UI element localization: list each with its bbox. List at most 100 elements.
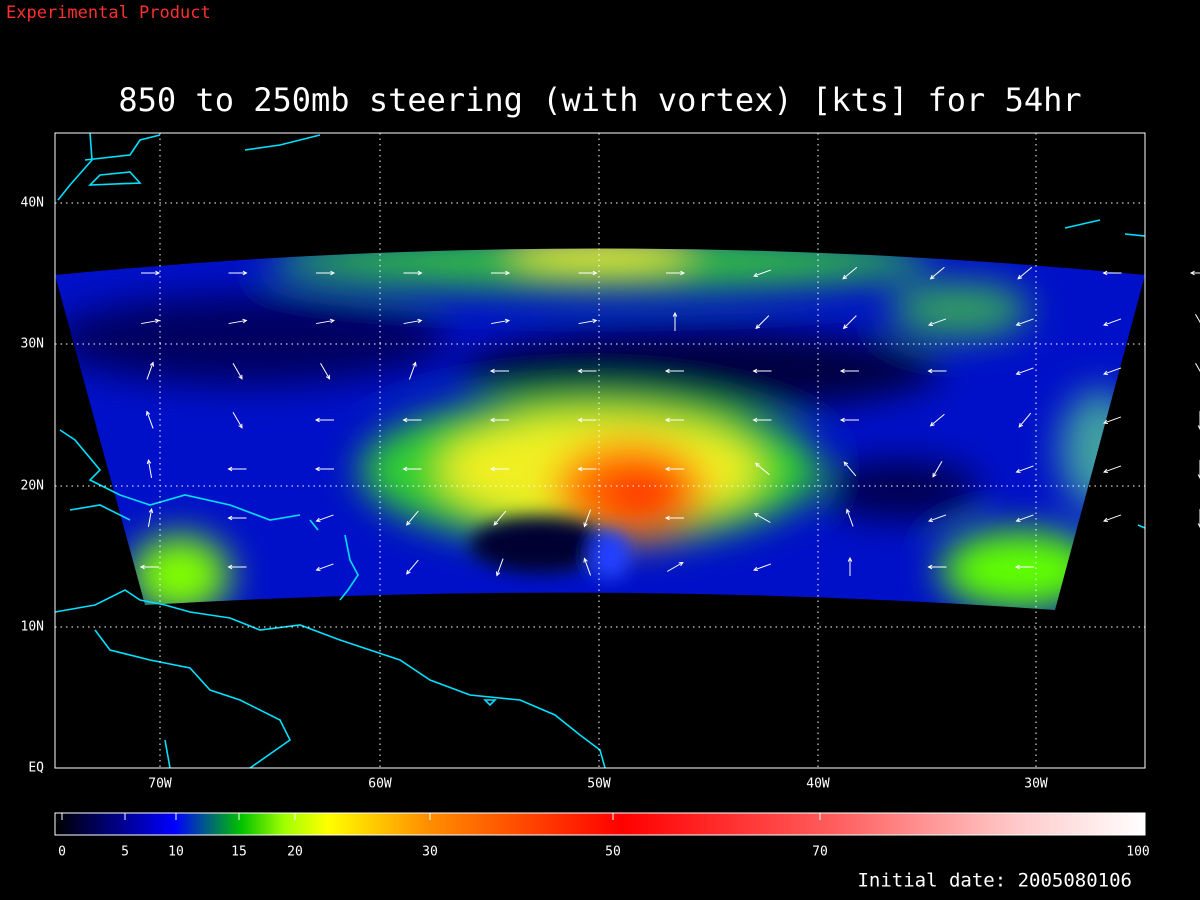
vector-shaft	[406, 559, 419, 575]
vector-shaft	[753, 269, 772, 277]
vector-shaft	[928, 514, 947, 522]
vector-head	[845, 508, 851, 514]
colorbar-label: 20	[287, 845, 303, 860]
vector-head	[1014, 564, 1020, 570]
vector-shaft	[666, 562, 684, 572]
vector-head	[505, 270, 511, 276]
vector-head	[672, 311, 678, 317]
vector-head	[753, 272, 759, 278]
vector-shaft	[406, 510, 419, 526]
coastlines	[54, 132, 1146, 769]
vector-shaft	[846, 509, 854, 527]
vector-shaft	[930, 266, 945, 280]
colorbar-ticks: 0 5 10 15 20 30 50 70 100	[58, 813, 1150, 860]
vector-shaft	[1018, 412, 1032, 428]
wind-vectors	[139, 266, 1200, 577]
vector-shaft	[146, 362, 154, 380]
vector-shaft	[491, 319, 509, 325]
vector-shaft	[146, 411, 154, 429]
vector-shaft	[403, 319, 422, 325]
vector-head	[242, 270, 248, 276]
vector-head	[929, 421, 935, 427]
vector-shaft	[147, 509, 153, 527]
vector-head	[1015, 468, 1021, 474]
vector-head	[753, 566, 759, 572]
vector-head	[238, 423, 243, 429]
colorbar-label: 10	[168, 845, 184, 860]
vector-shaft	[228, 319, 247, 325]
vector-head	[583, 522, 588, 528]
lon-label: 70W	[148, 777, 172, 792]
vector-head	[932, 472, 937, 478]
lat-label: 40N	[21, 196, 44, 211]
vector-head	[842, 274, 848, 280]
vector-shaft	[1016, 318, 1034, 326]
vector-head	[928, 517, 934, 523]
vector-head	[928, 321, 934, 327]
vector-head	[1102, 270, 1108, 276]
vector-shaft	[1195, 362, 1200, 372]
lon-label: 30W	[1024, 777, 1048, 792]
vector-head	[154, 318, 160, 324]
vector-head	[664, 466, 670, 472]
vector-head	[754, 462, 760, 468]
vector-head	[155, 270, 161, 276]
vector-shaft	[316, 563, 334, 571]
vector-head	[929, 274, 935, 280]
vector-head	[592, 318, 598, 324]
lon-label: 60W	[368, 777, 392, 792]
lat-label: EQ	[28, 761, 44, 776]
vector-head	[148, 508, 154, 514]
vector-shaft	[843, 315, 857, 329]
vector-shaft	[1017, 266, 1033, 280]
vector-shaft	[232, 362, 243, 380]
vector-shaft	[755, 315, 770, 329]
vector-head	[242, 318, 248, 324]
colorbar-label: 100	[1126, 845, 1149, 860]
vector-head	[489, 466, 495, 472]
vector-head	[583, 557, 588, 563]
vector-head	[664, 368, 670, 374]
vector-head	[406, 520, 411, 526]
vector-head	[227, 564, 233, 570]
lat-label: 30N	[21, 337, 44, 352]
vector-shaft	[320, 362, 330, 380]
lon-label: 40W	[806, 777, 830, 792]
vector-head	[752, 368, 758, 374]
vector-head	[314, 466, 320, 472]
vector-shaft	[578, 319, 597, 325]
vector-head	[417, 270, 423, 276]
colorbar-label: 0	[58, 845, 66, 860]
vector-head	[227, 515, 233, 521]
colorbar	[54, 812, 1146, 836]
vector-shaft	[928, 318, 947, 326]
vector-head	[839, 417, 845, 423]
vector-shaft	[754, 513, 771, 523]
vector-head	[329, 318, 335, 324]
vector-shaft	[1016, 465, 1034, 473]
colorbar-label: 30	[422, 845, 438, 860]
vector-shaft	[1016, 514, 1034, 522]
vector-head	[1197, 425, 1200, 431]
vector-shaft	[1103, 318, 1122, 326]
vector-shaft	[147, 460, 153, 478]
colorbar-label: 70	[812, 845, 828, 860]
vector-head	[577, 417, 583, 423]
initial-date: Initial date: 2005080106	[857, 870, 1132, 892]
vector-head	[417, 318, 423, 324]
vector-head	[504, 318, 510, 324]
vector-head	[493, 520, 499, 526]
lat-label: 10N	[21, 620, 44, 635]
vector-head	[1103, 321, 1109, 327]
vector-head	[843, 461, 849, 467]
vector-head	[927, 368, 933, 374]
vector-head	[577, 368, 583, 374]
vector-head	[149, 361, 155, 367]
vector-head	[839, 368, 845, 374]
colorbar-label: 50	[605, 845, 621, 860]
vector-head	[314, 417, 320, 423]
vector-head	[842, 324, 848, 330]
colorbar-label: 15	[231, 845, 247, 860]
vector-shaft	[930, 413, 945, 427]
vector-head	[1103, 468, 1109, 474]
